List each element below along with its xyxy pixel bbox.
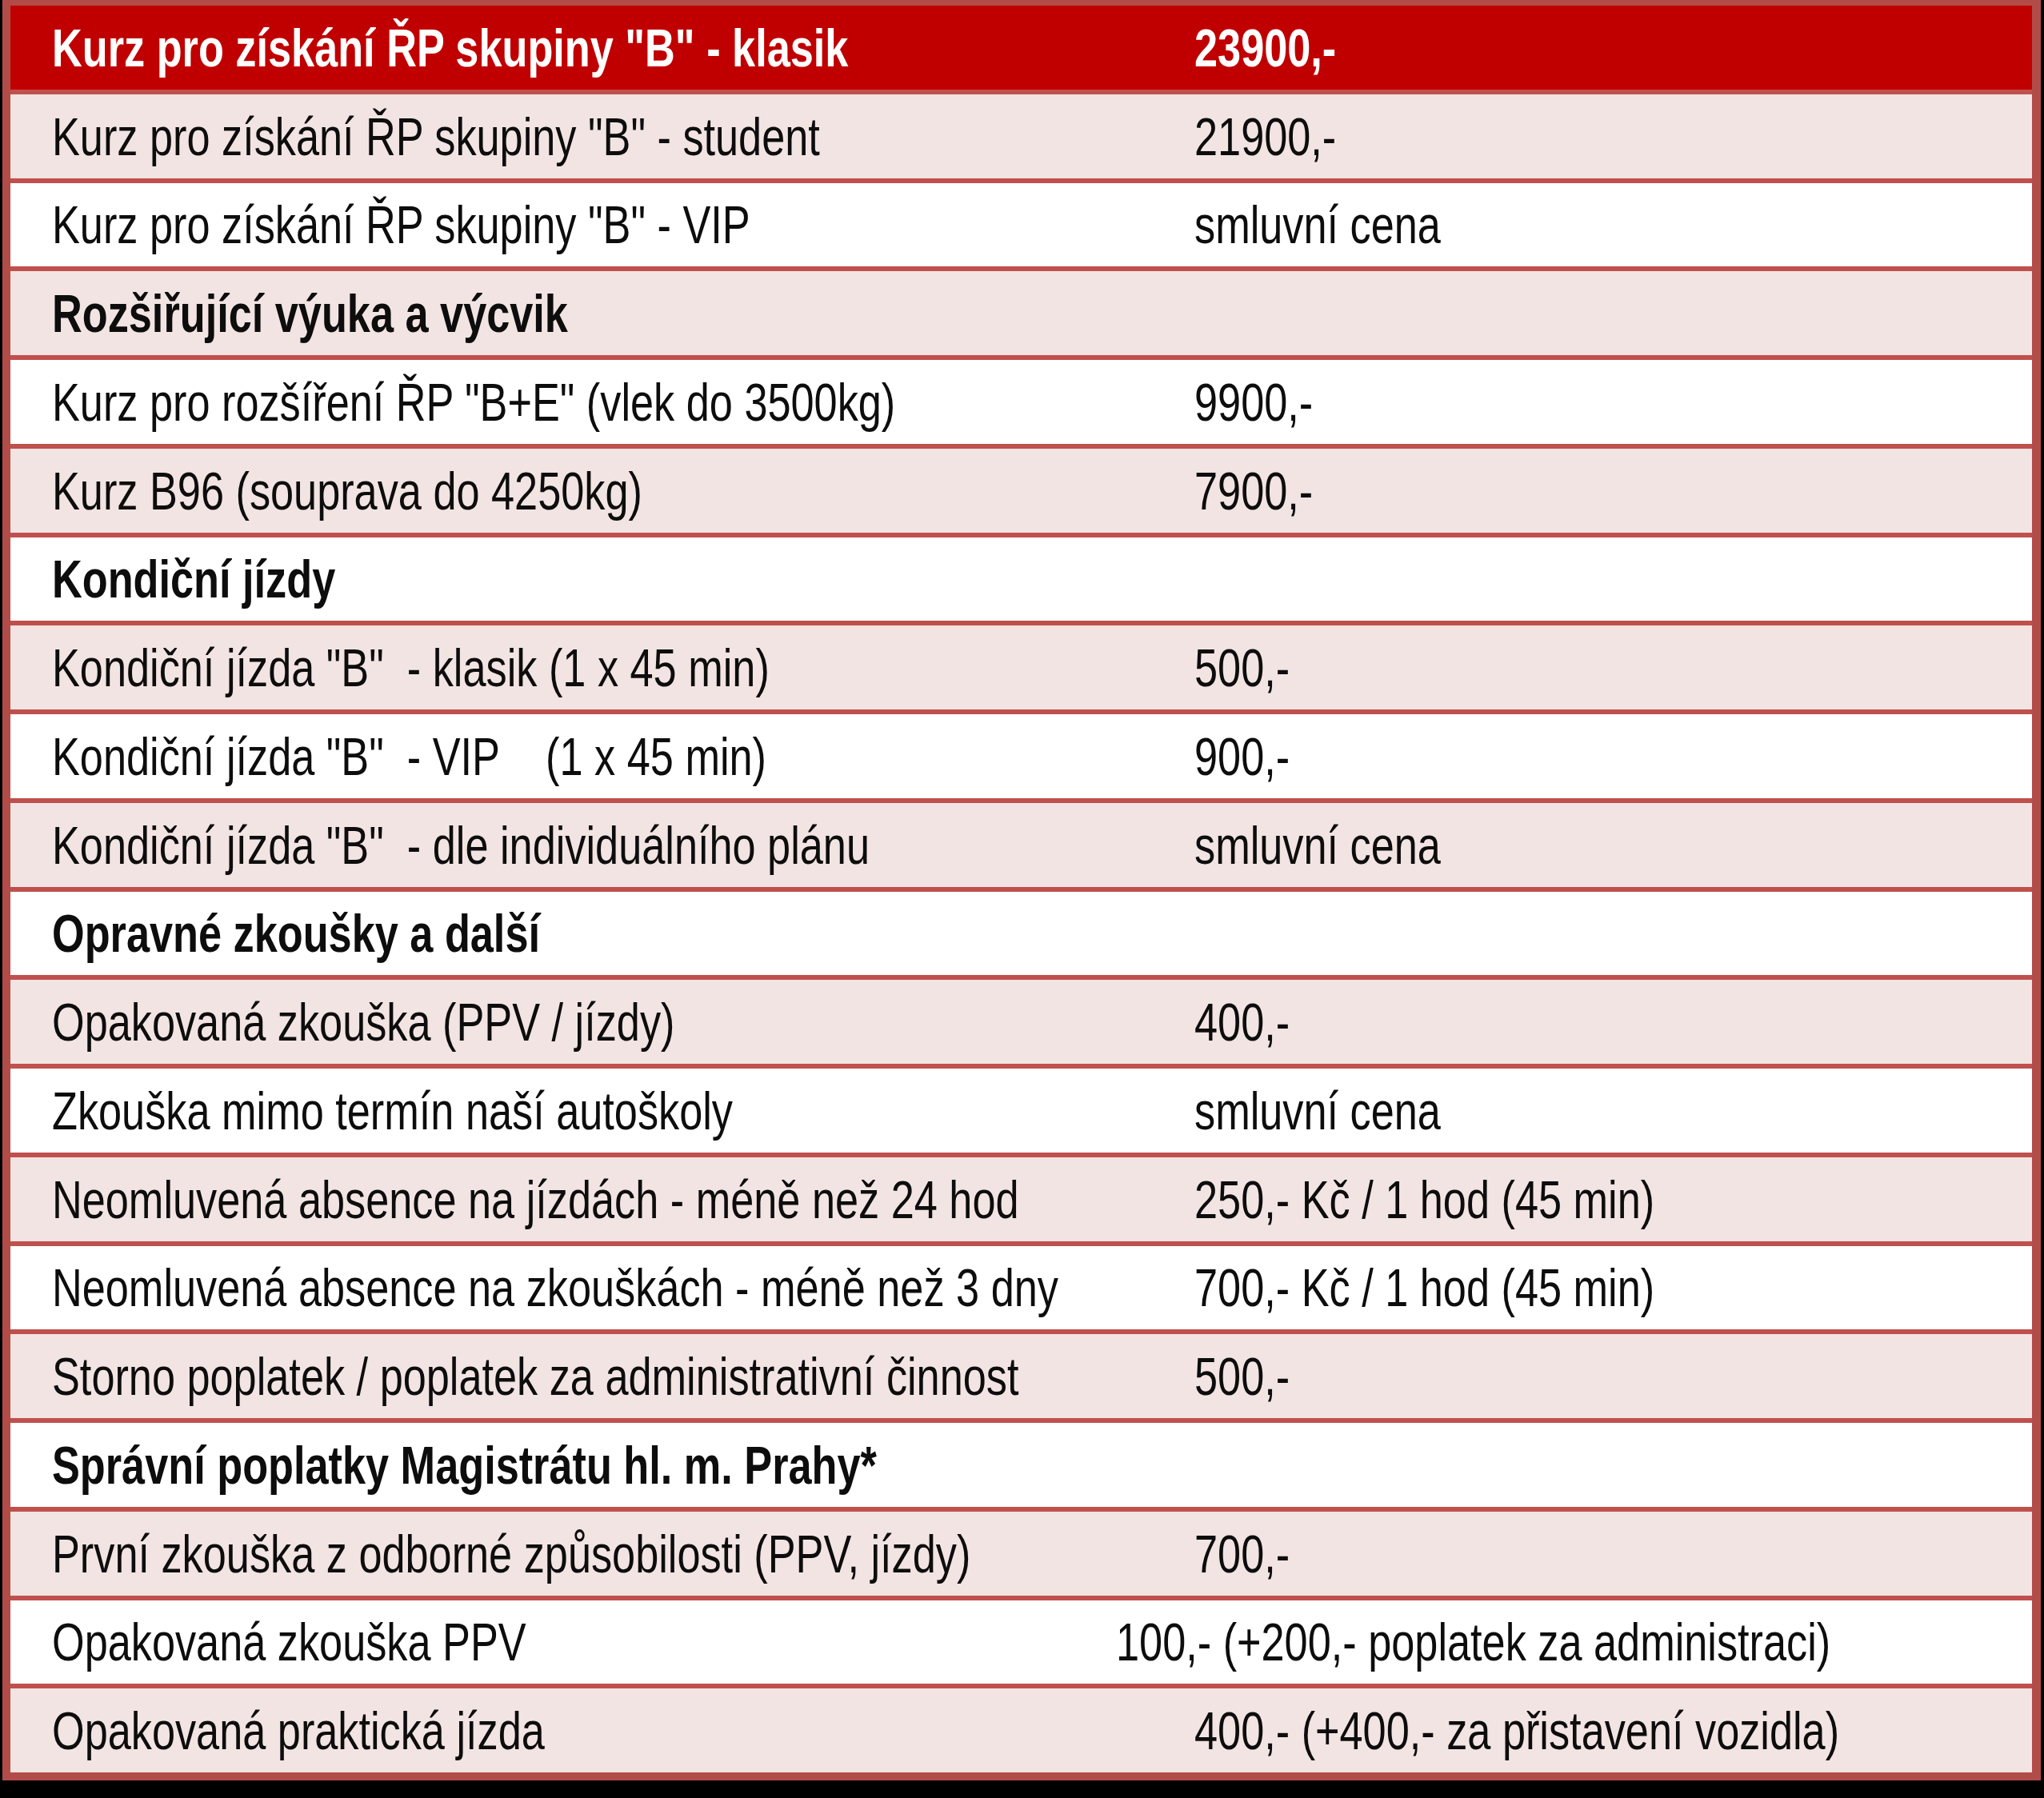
service-cell: Opakovaná zkouška (PPV / jízdy) xyxy=(10,977,1162,1066)
price-cell xyxy=(1162,912,2032,955)
price-value: 21900,- xyxy=(1194,106,1336,166)
table-row: Kondiční jízda "B" - VIP (1 x 45 min) 90… xyxy=(10,709,2032,798)
price-cell: 700,- Kč / 1 hod (45 min) xyxy=(1162,1243,2032,1332)
service-label: Kurz B96 (souprava do 4250kg) xyxy=(52,461,642,521)
letterbox-bar xyxy=(0,1780,2044,1798)
header-row: Kurz pro získání ŘP skupiny "B" - klasik… xyxy=(10,6,2032,90)
service-label: Neomluvená absence na zkouškách - méně n… xyxy=(52,1257,1058,1317)
price-value: 7900,- xyxy=(1194,461,1313,521)
price-value: 700,- xyxy=(1194,1524,1290,1584)
table-row: Kurz pro rozšíření ŘP "B+E" (vlek do 350… xyxy=(10,355,2032,444)
price-value: 700,- Kč / 1 hod (45 min) xyxy=(1194,1257,1654,1317)
service-label: Kurz pro získání ŘP skupiny "B" - studen… xyxy=(52,106,820,166)
table-row: Storno poplatek / poplatek za administra… xyxy=(10,1329,2032,1418)
table-row: Opakovaná zkouška (PPV / jízdy) 400,- xyxy=(10,975,2032,1064)
service-cell: První zkouška z odborné způsobilosti (PP… xyxy=(10,1509,1162,1598)
price-cell: 400,- xyxy=(1162,977,2032,1066)
service-cell: Rozšiřující výuka a výcvik xyxy=(10,269,1162,358)
price-cell: 400,- (+400,- za přistavení vozidla) xyxy=(1162,1686,2032,1775)
service-cell: Opakovaná praktická jízda xyxy=(10,1686,1162,1775)
table-row: Opakovaná zkouška PPV 100,- (+200,- popl… xyxy=(10,1596,2032,1684)
service-cell: Kurz pro získání ŘP skupiny "B" - VIP xyxy=(10,180,1162,269)
price-value: 100,- (+200,- poplatek za administraci) xyxy=(1116,1612,1830,1672)
price-value: 900,- xyxy=(1194,726,1290,786)
service-cell: Neomluvená absence na jízdách - méně než… xyxy=(10,1155,1162,1244)
price-value: 9900,- xyxy=(1194,372,1313,432)
section-row: Správní poplatky Magistrátu hl. m. Prahy… xyxy=(10,1418,2032,1507)
service-label: Opravné zkoušky a další xyxy=(52,903,540,963)
service-cell: Neomluvená absence na zkouškách - méně n… xyxy=(10,1243,1162,1332)
price-table: Kurz pro získání ŘP skupiny "B" - klasik… xyxy=(2,0,2041,1780)
price-cell: 700,- xyxy=(1162,1509,2032,1598)
service-cell: Kondiční jízda "B" - VIP (1 x 45 min) xyxy=(10,712,1162,801)
service-label: Zkouška mimo termín naší autoškoly xyxy=(52,1081,733,1141)
table-row: Kondiční jízda "B" - klasik (1 x 45 min)… xyxy=(10,621,2032,709)
table-row: První zkouška z odborné způsobilosti (PP… xyxy=(10,1507,2032,1596)
table-row: Opakovaná praktická jízda 400,- (+400,- … xyxy=(10,1684,2032,1772)
table-row: Kurz pro získání ŘP skupiny "B" - studen… xyxy=(10,90,2032,178)
service-label: Kondiční jízda "B" - klasik (1 x 45 min) xyxy=(52,637,770,697)
price-cell: 900,- xyxy=(1162,712,2032,801)
table-row: Zkouška mimo termín naší autoškoly smluv… xyxy=(10,1064,2032,1153)
service-cell: Opravné zkoušky a další xyxy=(10,889,1162,977)
service-cell: Kurz pro získání ŘP skupiny "B" - klasik xyxy=(10,3,1162,92)
price-value: 250,- Kč / 1 hod (45 min) xyxy=(1194,1169,1654,1229)
service-label: První zkouška z odborné způsobilosti (PP… xyxy=(52,1524,970,1584)
price-cell: 500,- xyxy=(1162,623,2032,712)
service-label: Neomluvená absence na jízdách - méně než… xyxy=(52,1169,1019,1229)
service-cell: Kurz pro získání ŘP skupiny "B" - studen… xyxy=(10,92,1162,181)
service-label: Správní poplatky Magistrátu hl. m. Prahy… xyxy=(52,1435,877,1495)
price-cell: 21900,- xyxy=(1162,92,2032,181)
section-row: Rozšiřující výuka a výcvik xyxy=(10,266,2032,355)
service-cell: Storno poplatek / poplatek za administra… xyxy=(10,1332,1162,1420)
price-value: smluvní cena xyxy=(1194,194,1441,254)
price-cell: smluvní cena xyxy=(1162,801,2032,889)
service-label: Storno poplatek / poplatek za administra… xyxy=(52,1346,1018,1406)
price-cell: 23900,- xyxy=(1162,3,2032,92)
price-cell: 7900,- xyxy=(1162,446,2032,535)
service-label: Opakovaná praktická jízda xyxy=(52,1700,545,1760)
service-label: Opakovaná zkouška PPV xyxy=(52,1612,526,1672)
price-value: 400,- xyxy=(1194,992,1290,1052)
price-cell: 250,- Kč / 1 hod (45 min) xyxy=(1162,1155,2032,1244)
table-row: Kondiční jízda "B" - dle individuálního … xyxy=(10,798,2032,887)
price-cell xyxy=(1162,292,2032,335)
service-label: Kondiční jízda "B" - dle individuálního … xyxy=(52,815,870,875)
price-cell xyxy=(1162,1443,2032,1486)
screenshot-stage: Kurz pro získání ŘP skupiny "B" - klasik… xyxy=(0,0,2044,1798)
section-row: Kondiční jízdy xyxy=(10,533,2032,621)
service-label: Kondiční jízdy xyxy=(52,549,335,609)
service-label: Kurz pro rozšíření ŘP "B+E" (vlek do 350… xyxy=(52,372,895,432)
service-label: Kurz pro získání ŘP skupiny "B" - klasik xyxy=(52,18,848,78)
service-label: Rozšiřující výuka a výcvik xyxy=(52,283,568,343)
service-cell: Opakovaná zkouška PPV xyxy=(10,1597,1084,1686)
price-cell: 500,- xyxy=(1162,1332,2032,1420)
service-cell: Kurz B96 (souprava do 4250kg) xyxy=(10,446,1162,535)
table-row: Neomluvená absence na jízdách - méně než… xyxy=(10,1153,2032,1241)
service-cell: Správní poplatky Magistrátu hl. m. Prahy… xyxy=(10,1420,1162,1509)
price-value: 400,- (+400,- za přistavení vozidla) xyxy=(1194,1700,1839,1760)
service-cell: Kondiční jízdy xyxy=(10,534,1162,623)
price-cell: 100,- (+200,- poplatek za administraci) xyxy=(1084,1597,2032,1686)
service-label: Opakovaná zkouška (PPV / jízdy) xyxy=(52,992,674,1052)
price-cell: 9900,- xyxy=(1162,358,2032,446)
service-label: Kondiční jízda "B" - VIP (1 x 45 min) xyxy=(52,726,766,786)
table-row: Neomluvená absence na zkouškách - méně n… xyxy=(10,1241,2032,1330)
price-value: 23900,- xyxy=(1194,18,1336,78)
service-cell: Kurz pro rozšíření ŘP "B+E" (vlek do 350… xyxy=(10,358,1162,446)
service-cell: Kondiční jízda "B" - klasik (1 x 45 min) xyxy=(10,623,1162,712)
price-value: smluvní cena xyxy=(1194,1081,1441,1141)
price-value: smluvní cena xyxy=(1194,815,1441,875)
price-value: 500,- xyxy=(1194,637,1290,697)
service-label: Kurz pro získání ŘP skupiny "B" - VIP xyxy=(52,194,750,254)
price-cell: smluvní cena xyxy=(1162,1066,2032,1155)
price-cell: smluvní cena xyxy=(1162,180,2032,269)
table-row: Kurz pro získání ŘP skupiny "B" - VIP sm… xyxy=(10,178,2032,267)
service-cell: Zkouška mimo termín naší autoškoly xyxy=(10,1066,1162,1155)
table-row: Kurz B96 (souprava do 4250kg) 7900,- xyxy=(10,444,2032,533)
price-value: 500,- xyxy=(1194,1346,1290,1406)
service-cell: Kondiční jízda "B" - dle individuálního … xyxy=(10,801,1162,889)
section-row: Opravné zkoušky a další xyxy=(10,887,2032,976)
price-cell xyxy=(1162,557,2032,601)
